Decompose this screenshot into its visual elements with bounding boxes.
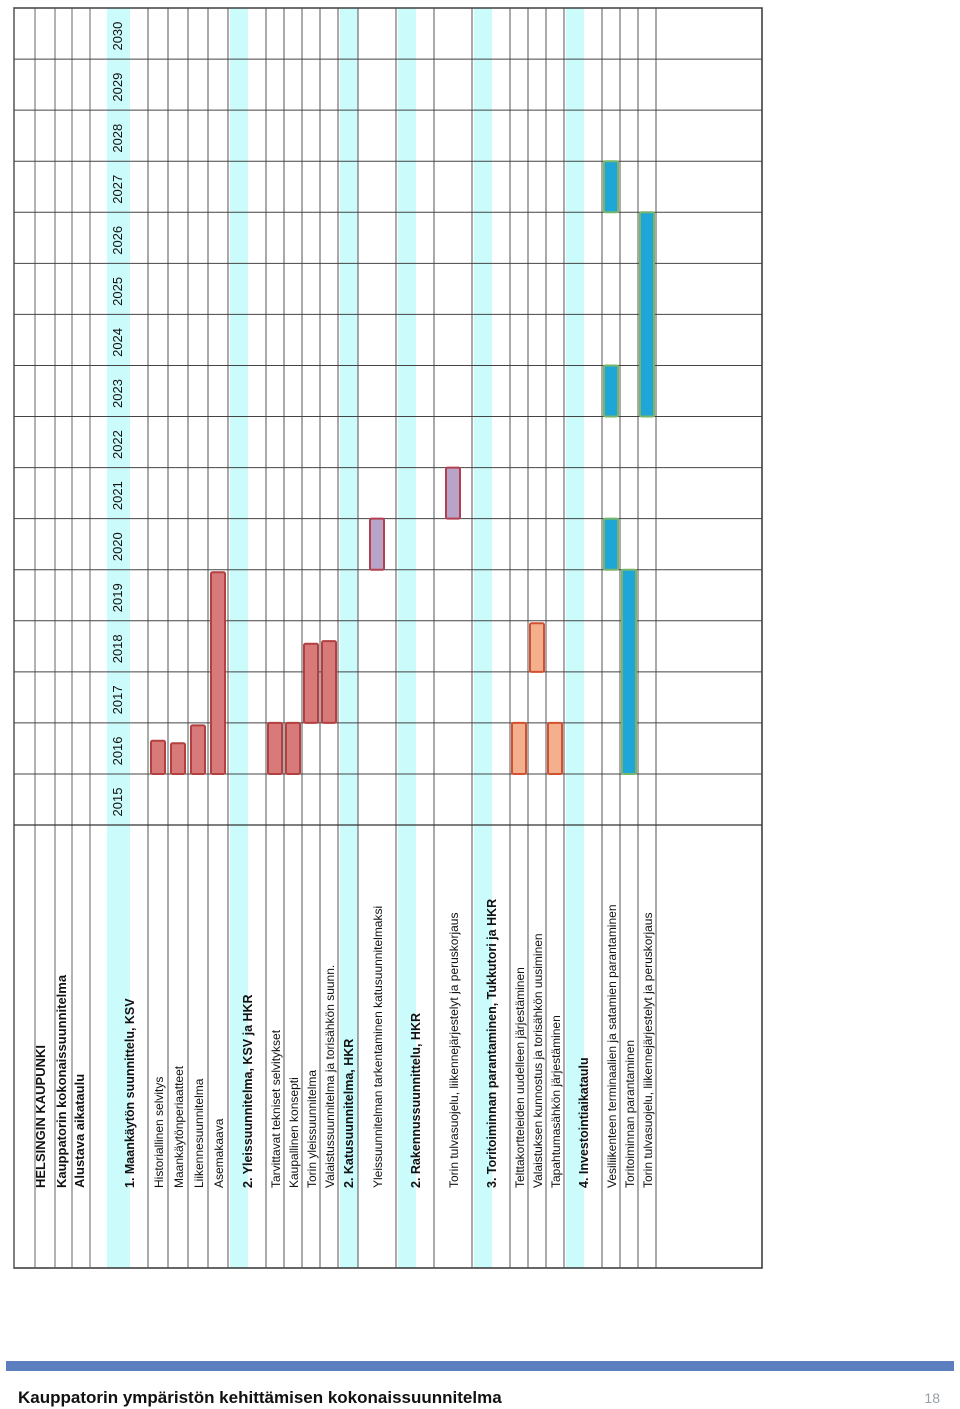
gantt-bar [529,622,545,673]
year-tick-label: 2019 [110,583,125,612]
year-tick-label: 2023 [110,379,125,408]
task-label: Valaistussuunnitelma ja torisähkön suunn… [323,965,337,1188]
header-org: HELSINGIN KAUPUNKI [33,1045,48,1188]
year-tick-label: 2021 [110,481,125,510]
section-band [566,8,584,1268]
footer-divider [6,1361,954,1371]
task-label: Historiallinen selvitys [152,1077,166,1188]
gantt-bar [303,642,319,724]
gantt-bar [170,742,186,775]
section-band [474,8,492,1268]
task-label: Torin tulvasuojelu, liikennejärjestelyt … [641,913,655,1188]
year-tick-label: 2025 [110,277,125,306]
task-label: Vesiliikenteen terminaalien ja satamien … [605,905,619,1189]
task-label: Telttakortteleiden uudelleen järjestämin… [513,967,527,1188]
task-label: Asemakaava [212,1118,226,1188]
gantt-bar [150,739,166,775]
gantt-bar [369,517,385,571]
task-label: Tapahtumasähkön järjestäminen [549,1015,563,1188]
gantt-bar [267,721,283,775]
year-tick-label: 2018 [110,634,125,663]
gantt-bar [511,721,527,775]
gantt-bar [603,160,619,214]
gantt-bar [603,364,619,418]
section-band [398,8,416,1268]
year-band [107,8,127,1268]
section-band [230,8,248,1268]
gantt-bar [547,721,563,775]
task-label: Torin tulvasuojelu, liikennejärjestelyt … [447,913,461,1188]
year-tick-label: 2030 [110,22,125,51]
gantt-bar [285,721,301,775]
section-label: 3. Toritoiminnan parantaminen, Tukkutori… [485,899,499,1188]
gantt-bar [621,568,637,775]
section-label: 1. Maankäytön suunnittelu, KSV [123,998,137,1188]
section-label: 2. Yleissuunnitelma, KSV ja HKR [241,994,255,1188]
section-label: 4. Investointiaikataulu [577,1057,591,1188]
header-project: Kauppatorin kokonaissuunnitelma [54,974,69,1188]
gantt-bar [639,211,655,418]
task-label: Kaupallinen konsepti [287,1077,301,1188]
year-tick-label: 2029 [110,73,125,102]
gantt-bar [190,724,206,775]
gantt-bar [321,640,337,724]
gantt-bar [603,517,619,571]
task-label: Yleissuunnitelman tarkentaminen katusuun… [371,906,385,1188]
task-label: Torin yleissuunnitelma [305,1070,319,1188]
year-tick-label: 2015 [110,788,125,817]
task-label: Toritoiminnan parantaminen [623,1040,637,1188]
year-tick-label: 2027 [110,175,125,204]
task-label: Liikennesuunnitelma [192,1078,206,1188]
year-tick-label: 2028 [110,124,125,153]
year-tick-label: 2020 [110,532,125,561]
gantt-bar [210,571,226,775]
gantt-chart: HELSINGIN KAUPUNKI Kauppatorin kokonaissu… [13,7,763,1269]
task-label: Valaistuksen kunnostus ja torisähkön uus… [531,933,545,1188]
year-tick-label: 2022 [110,430,125,459]
section-label: 2. Rakennussuunnittelu, HKR [409,1013,423,1188]
task-label: Maankäytönperiaatteet [172,1065,186,1188]
year-tick-label: 2016 [110,736,125,765]
page-number: 18 [924,1390,940,1406]
year-tick-label: 2026 [110,226,125,255]
section-label: 2. Katusuunnitelma, HKR [342,1039,356,1188]
gantt-bar [445,466,461,520]
year-tick-label: 2024 [110,328,125,357]
header-subtitle: Alustava aikataulu [72,1074,87,1188]
task-label: Tarvittavat tekniset selvitykset [269,1029,283,1188]
footer-title: Kauppatorin ympäristön kehittämisen koko… [18,1388,502,1407]
year-tick-label: 2017 [110,685,125,714]
section-band [340,8,358,1268]
